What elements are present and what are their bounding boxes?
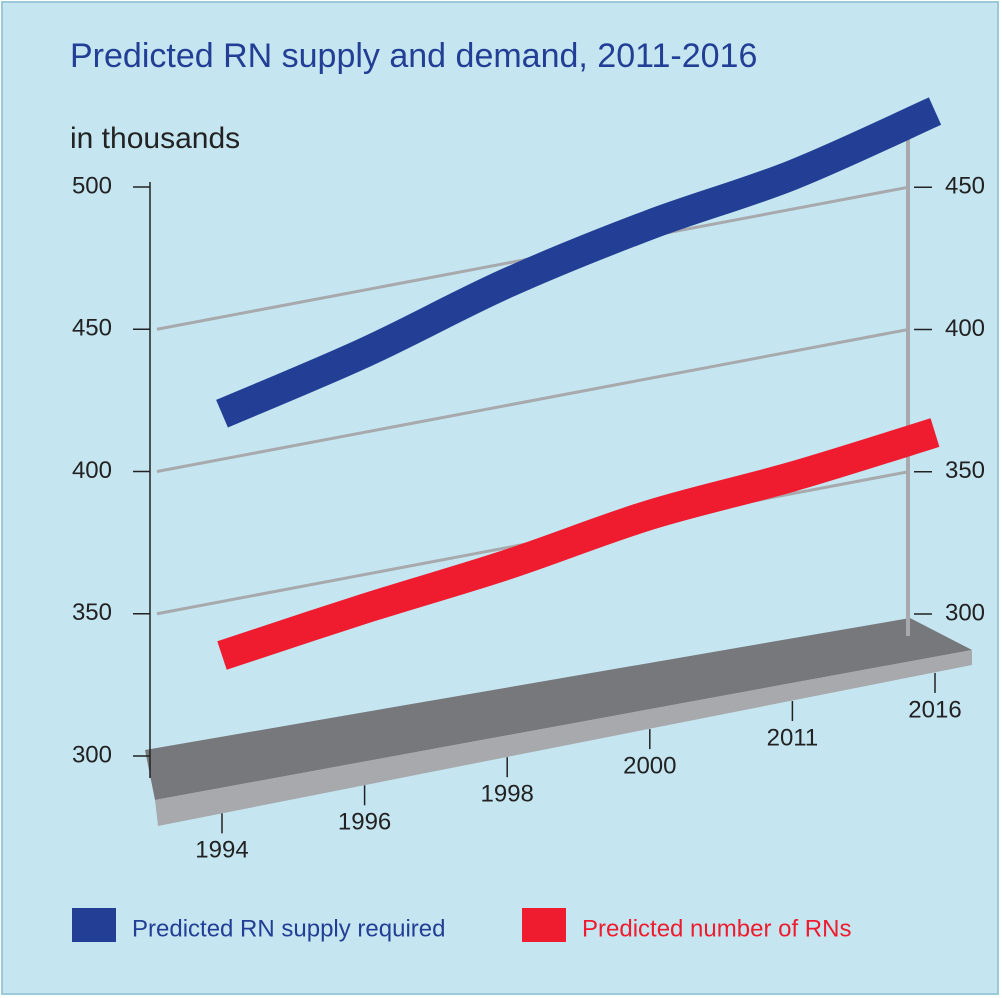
y2-tick-label: 450	[945, 173, 985, 200]
y-axis-label: in thousands	[70, 122, 240, 155]
x-tick-label: 2011	[767, 724, 819, 751]
grid-line	[156, 328, 909, 473]
y-tick-label: 500	[72, 172, 112, 199]
y2-tick-label: 300	[945, 599, 985, 626]
legend-label: Predicted RN supply required	[132, 915, 446, 942]
x-tick-label: 1998	[481, 781, 534, 808]
y-tick-label: 400	[72, 457, 112, 484]
series-ribbon	[217, 418, 940, 670]
y2-tick-label: 350	[945, 457, 985, 484]
x-tick-label: 2000	[623, 752, 676, 779]
floor-front	[155, 650, 972, 826]
floor-top	[145, 618, 972, 800]
legend-swatch	[522, 908, 566, 942]
y-tick-label: 450	[72, 315, 112, 342]
legend-label: Predicted number of RNs	[582, 915, 851, 942]
chart-title: Predicted RN supply and demand, 2011-201…	[70, 37, 757, 75]
legend-swatch	[72, 908, 116, 942]
series-ribbon	[216, 97, 942, 428]
y2-tick-label: 400	[945, 315, 985, 342]
x-tick-label: 1994	[195, 837, 248, 864]
y-tick-label: 350	[72, 599, 112, 626]
y-tick-label: 300	[72, 741, 112, 768]
x-tick-label: 1996	[338, 809, 391, 836]
x-tick-label: 2016	[908, 696, 961, 723]
